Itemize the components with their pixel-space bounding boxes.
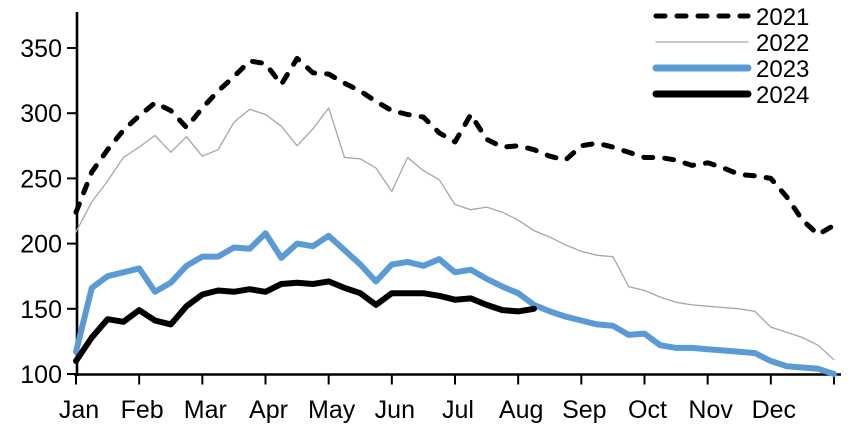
legend-item-2024: 2024 [652, 82, 809, 109]
legend-item-2021: 2021 [653, 4, 809, 31]
x-tick-label: Dec [752, 396, 796, 424]
x-tick-label: Jul [442, 396, 474, 424]
x-tick-label: Mar [184, 396, 227, 424]
y-tick-label: 200 [20, 231, 62, 259]
x-tick-label: Sep [562, 396, 606, 424]
series-line-2021 [73, 55, 837, 237]
legend-label-2021: 2021 [756, 4, 809, 31]
x-tick-label: Apr [249, 396, 288, 424]
y-tick-label: 250 [20, 165, 62, 193]
legend-label-2022: 2022 [756, 30, 809, 57]
y-tick-label: 300 [20, 100, 62, 128]
legend-label-2023: 2023 [756, 56, 809, 83]
x-tick-label: Oct [628, 396, 667, 424]
series-line-2022 [75, 107, 835, 361]
legend-label-2024: 2024 [756, 82, 809, 109]
series-line-2024 [73, 278, 537, 364]
x-tick-label: Jan [59, 396, 99, 424]
series-line-2023 [73, 230, 837, 377]
x-tick-label: Aug [499, 396, 543, 424]
y-tick-label: 350 [20, 35, 62, 63]
x-tick-label: May [308, 396, 356, 424]
legend-item-2023: 2023 [652, 56, 809, 83]
y-tick-label: 100 [20, 361, 62, 389]
x-tick-label: Feb [121, 396, 164, 424]
x-tick-label: Nov [688, 396, 733, 424]
x-tick-label: Jun [375, 396, 415, 424]
legend-item-2022: 2022 [655, 30, 809, 57]
y-tick-label: 150 [20, 296, 62, 324]
